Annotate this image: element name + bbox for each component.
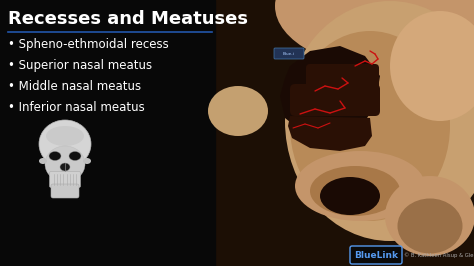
Ellipse shape: [275, 0, 474, 71]
Text: • Middle nasal meatus: • Middle nasal meatus: [8, 80, 141, 93]
FancyBboxPatch shape: [51, 184, 79, 198]
Ellipse shape: [390, 11, 474, 121]
Ellipse shape: [398, 198, 463, 253]
Text: Blue-i: Blue-i: [283, 52, 295, 56]
Ellipse shape: [49, 152, 61, 160]
Ellipse shape: [295, 151, 425, 221]
Text: • Spheno-ethmoidal recess: • Spheno-ethmoidal recess: [8, 38, 169, 51]
Ellipse shape: [46, 126, 84, 146]
Text: • Inferior nasal meatus: • Inferior nasal meatus: [8, 101, 145, 114]
Ellipse shape: [39, 158, 47, 164]
Ellipse shape: [60, 163, 70, 171]
Ellipse shape: [310, 166, 400, 216]
Ellipse shape: [69, 152, 81, 160]
Ellipse shape: [285, 1, 474, 241]
Ellipse shape: [45, 146, 85, 182]
Ellipse shape: [208, 86, 268, 136]
Polygon shape: [280, 46, 380, 138]
Ellipse shape: [290, 31, 450, 221]
Polygon shape: [288, 116, 372, 151]
Bar: [0, 0, 215, 266]
FancyBboxPatch shape: [306, 64, 379, 90]
Ellipse shape: [320, 177, 380, 215]
Text: BlueLink: BlueLink: [354, 251, 398, 260]
Text: Recesses and Meatuses: Recesses and Meatuses: [8, 10, 248, 28]
Ellipse shape: [83, 158, 91, 164]
FancyBboxPatch shape: [290, 84, 380, 116]
Text: © B. Kathleen Alsup & Glenn M. Fox: © B. Kathleen Alsup & Glenn M. Fox: [404, 252, 474, 258]
Ellipse shape: [39, 120, 91, 168]
FancyBboxPatch shape: [350, 246, 402, 264]
Bar: [210, 0, 474, 266]
Ellipse shape: [385, 176, 474, 256]
FancyBboxPatch shape: [274, 48, 304, 59]
Text: • Superior nasal meatus: • Superior nasal meatus: [8, 59, 152, 72]
FancyBboxPatch shape: [49, 172, 81, 188]
